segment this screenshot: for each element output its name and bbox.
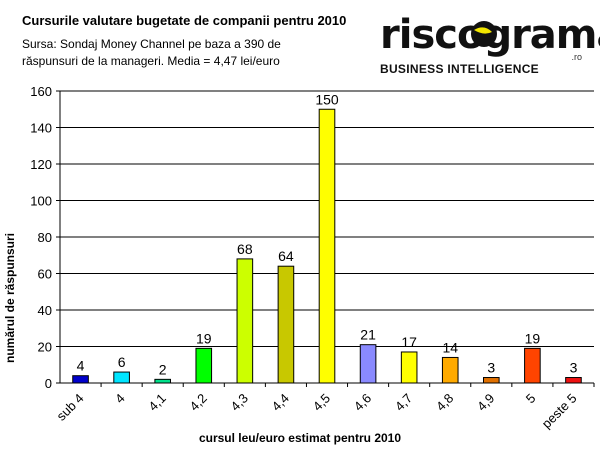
y-tick-label: 60	[38, 267, 52, 282]
bar	[483, 377, 500, 384]
data-label: 64	[278, 248, 294, 264]
y-tick-label: 40	[38, 303, 52, 318]
source-line-2: răspunsuri de la manageri. Media = 4,47 …	[22, 54, 280, 68]
x-tick-label: 4,4	[269, 391, 292, 414]
data-label: 19	[196, 330, 212, 346]
bars	[72, 108, 582, 384]
x-tick-label: 4	[112, 391, 128, 407]
bar	[195, 347, 213, 384]
y-tick-label: 20	[38, 340, 52, 355]
data-label: 21	[360, 327, 376, 343]
x-tick-label: 5	[523, 391, 539, 407]
y-tick-label: 100	[30, 194, 52, 209]
x-tick-label: 4,2	[187, 391, 210, 414]
x-tick-label: peste 5	[539, 391, 580, 432]
y-tick-label: 120	[30, 157, 52, 172]
bar	[154, 378, 171, 384]
data-label: 6	[118, 354, 126, 370]
y-tick-label: 160	[30, 84, 52, 99]
bar	[113, 371, 130, 384]
data-label: 68	[237, 241, 253, 257]
source-line-1: Sursa: Sondaj Money Channel pe baza a 39…	[22, 37, 281, 51]
bar	[441, 356, 459, 384]
bar	[400, 351, 418, 384]
x-tick-labels: sub 4 4 4,1 4,2 4,3 4,4 4,5 4,6 4,7 4,8 4,9 5 peste …	[54, 391, 580, 432]
y-tick-label: 80	[38, 230, 52, 245]
x-tick-label: 4,6	[351, 391, 374, 414]
bar	[318, 108, 336, 384]
data-label: 150	[315, 91, 339, 107]
data-label: 14	[442, 339, 458, 355]
bar	[359, 344, 377, 384]
x-tick-label: 4,7	[392, 391, 415, 414]
data-label: 3	[570, 360, 578, 376]
logo-tagline: BUSINESS INTELLIGENCE	[380, 62, 539, 76]
bar	[565, 377, 582, 384]
chart-source: Sursa: Sondaj Money Channel pe baza a 39…	[22, 36, 342, 70]
bar	[72, 375, 89, 384]
x-tick-label: 4,9	[474, 391, 497, 414]
y-tick-labels: 0 20 40 60 80 100 120 140 160	[30, 84, 52, 391]
data-label: 2	[159, 361, 167, 377]
x-tick-label: 4,3	[228, 391, 251, 414]
y-axis-title: numărul de răspunsuri	[3, 233, 17, 363]
chart-title: Cursurile valutare bugetate de companii …	[22, 13, 347, 28]
bar	[524, 347, 541, 384]
bar	[277, 265, 295, 384]
y-tick-label: 140	[30, 121, 52, 136]
x-tick-label: 4,8	[433, 391, 456, 414]
data-labels: 4 6 2 19 68 64 150 21 17 14 3 19 3	[77, 91, 578, 377]
data-label: 19	[525, 330, 541, 346]
logo-domain: .ro	[571, 52, 582, 62]
x-tick-label: 4,1	[145, 391, 168, 414]
logo-ball-icon	[471, 21, 497, 47]
data-label: 3	[487, 360, 495, 376]
x-axis-title: cursul leu/euro estimat pentru 2010	[199, 431, 401, 445]
data-label: 4	[77, 358, 85, 374]
x-tick-label: 4,5	[310, 391, 333, 414]
bar	[236, 258, 254, 384]
y-tick-label: 0	[45, 376, 52, 391]
x-tick-label: sub 4	[54, 391, 87, 424]
data-label: 17	[401, 334, 417, 350]
riscograma-logo: riscograma .ro BUSINESS INTELLIGENCE	[380, 12, 600, 76]
